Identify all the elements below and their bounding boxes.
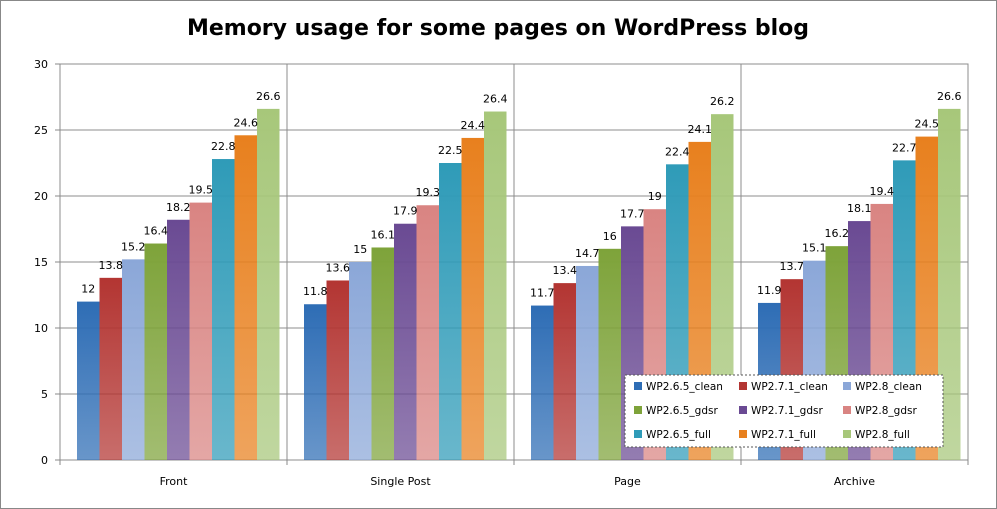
data-label: 15.2 bbox=[121, 240, 146, 253]
data-label: 11.7 bbox=[530, 287, 555, 300]
legend-swatch-WP2.7.1_gdsr bbox=[739, 406, 747, 414]
bar-WP2.8_clean-single-post bbox=[349, 262, 372, 460]
y-tick-label: 25 bbox=[34, 124, 48, 137]
bar-WP2.8_full-archive bbox=[938, 108, 961, 460]
data-label: 14.7 bbox=[575, 247, 600, 260]
bar-WP2.6.5_gdsr-front bbox=[144, 243, 167, 460]
legend-swatch-WP2.7.1_full bbox=[739, 430, 747, 438]
y-tick-label: 20 bbox=[34, 190, 48, 203]
data-label: 19.5 bbox=[189, 184, 214, 197]
y-tick-label: 15 bbox=[34, 256, 48, 269]
data-label: 13.8 bbox=[99, 259, 124, 272]
data-label: 19 bbox=[648, 190, 662, 203]
data-label: 15.1 bbox=[802, 242, 827, 255]
bar-WP2.8_gdsr-front bbox=[189, 202, 212, 460]
legend-label-WP2.8_full: WP2.8_full bbox=[855, 429, 910, 441]
data-label: 22.5 bbox=[438, 144, 463, 157]
legend-swatch-WP2.8_gdsr bbox=[843, 406, 851, 414]
legend-label-WP2.6.5_clean: WP2.6.5_clean bbox=[646, 381, 723, 393]
legend-label-WP2.8_clean: WP2.8_clean bbox=[855, 381, 922, 393]
data-label: 18.2 bbox=[166, 201, 191, 214]
legend-label-WP2.6.5_gdsr: WP2.6.5_gdsr bbox=[646, 405, 718, 417]
bar-WP2.6.5_gdsr-page bbox=[598, 248, 621, 460]
bar-WP2.6.5_clean-page bbox=[531, 305, 554, 460]
data-label: 19.3 bbox=[416, 186, 441, 199]
bar-WP2.7.1_gdsr-front bbox=[167, 219, 190, 460]
x-tick-label: Page bbox=[614, 475, 641, 488]
bar-WP2.6.5_full-front bbox=[212, 159, 235, 461]
data-label: 16.1 bbox=[371, 228, 396, 241]
data-label: 26.6 bbox=[937, 90, 962, 103]
bar-WP2.8_clean-page bbox=[576, 265, 599, 460]
chart-title: Memory usage for some pages on WordPress… bbox=[187, 16, 809, 41]
data-label: 24.6 bbox=[234, 116, 259, 129]
legend-swatch-WP2.6.5_full bbox=[634, 430, 642, 438]
legend-swatch-WP2.6.5_gdsr bbox=[634, 406, 642, 414]
data-label: 26.4 bbox=[483, 93, 508, 106]
data-label: 18.1 bbox=[847, 202, 872, 215]
data-label: 12 bbox=[81, 283, 95, 296]
bar-WP2.7.1_full-front bbox=[234, 135, 257, 460]
data-label: 17.7 bbox=[620, 207, 645, 220]
bar-WP2.8_gdsr-single-post bbox=[416, 205, 439, 460]
data-label: 26.6 bbox=[256, 90, 281, 103]
legend-swatch-WP2.8_clean bbox=[843, 382, 851, 390]
legend: WP2.6.5_clean WP2.7.1_clean WP2.8_clean WP2… bbox=[624, 374, 944, 448]
bar-WP2.7.1_full-single-post bbox=[461, 137, 484, 461]
x-tick-label: Single Post bbox=[370, 475, 431, 488]
legend-box bbox=[624, 374, 944, 448]
axis-layer: 0 5 10 15 20 25 30 Front Single Post Page Archive bbox=[34, 58, 969, 488]
bar-WP2.7.1_clean-page bbox=[553, 283, 576, 460]
data-label: 17.9 bbox=[393, 205, 418, 218]
bar-WP2.6.5_clean-single-post bbox=[304, 304, 327, 460]
legend-label-WP2.7.1_full: WP2.7.1_full bbox=[751, 429, 816, 441]
legend-label-WP2.7.1_clean: WP2.7.1_clean bbox=[751, 381, 828, 393]
bar-WP2.6.5_clean-front bbox=[77, 301, 100, 460]
legend-swatch-WP2.7.1_clean bbox=[739, 382, 747, 390]
data-label: 24.4 bbox=[461, 119, 486, 132]
legend-label-WP2.6.5_full: WP2.6.5_full bbox=[646, 429, 711, 441]
x-tick-label: Archive bbox=[834, 475, 875, 488]
data-label: 11.9 bbox=[757, 284, 782, 297]
legend-swatch-WP2.8_full bbox=[843, 430, 851, 438]
data-label: 11.8 bbox=[303, 285, 328, 298]
x-tick-label: Front bbox=[160, 475, 189, 488]
data-label: 22.8 bbox=[211, 140, 236, 153]
data-labels-layer: 12 13.8 15.2 16.4 18.2 19.5 22.8 24.6 26.6 11.8 13… bbox=[81, 90, 961, 300]
data-label: 24.5 bbox=[915, 118, 940, 131]
data-label: 13.6 bbox=[326, 261, 351, 274]
data-label: 16.4 bbox=[144, 225, 169, 238]
bar-WP2.8_clean-front bbox=[122, 259, 145, 460]
data-label: 13.7 bbox=[780, 260, 805, 273]
data-label: 19.4 bbox=[870, 185, 895, 198]
bar-WP2.7.1_gdsr-single-post bbox=[394, 223, 417, 460]
bar-WP2.6.5_gdsr-single-post bbox=[371, 247, 394, 460]
data-label: 26.2 bbox=[710, 95, 735, 108]
y-tick-label: 30 bbox=[34, 58, 48, 71]
data-label: 22.7 bbox=[892, 141, 917, 154]
y-tick-label: 10 bbox=[34, 322, 48, 335]
bar-WP2.7.1_clean-single-post bbox=[326, 280, 349, 460]
data-label: 15 bbox=[353, 243, 367, 256]
data-label: 16.2 bbox=[825, 227, 850, 240]
bars-layer bbox=[77, 108, 961, 461]
data-label: 16 bbox=[603, 230, 617, 243]
legend-label-WP2.8_gdsr: WP2.8_gdsr bbox=[855, 405, 917, 417]
bar-WP2.7.1_clean-front bbox=[99, 277, 122, 460]
bar-WP2.8_full-single-post bbox=[484, 111, 507, 461]
legend-swatch-WP2.6.5_clean bbox=[634, 382, 642, 390]
bar-WP2.8_full-page bbox=[711, 114, 734, 460]
y-tick-label: 5 bbox=[41, 388, 48, 401]
data-label: 24.1 bbox=[688, 123, 713, 136]
legend-label-WP2.7.1_gdsr: WP2.7.1_gdsr bbox=[751, 405, 823, 417]
bar-WP2.8_full-front bbox=[257, 108, 280, 460]
bar-WP2.6.5_full-single-post bbox=[439, 163, 462, 460]
data-label: 13.4 bbox=[553, 264, 578, 277]
data-label: 22.4 bbox=[665, 145, 690, 158]
y-tick-label: 0 bbox=[41, 454, 48, 467]
